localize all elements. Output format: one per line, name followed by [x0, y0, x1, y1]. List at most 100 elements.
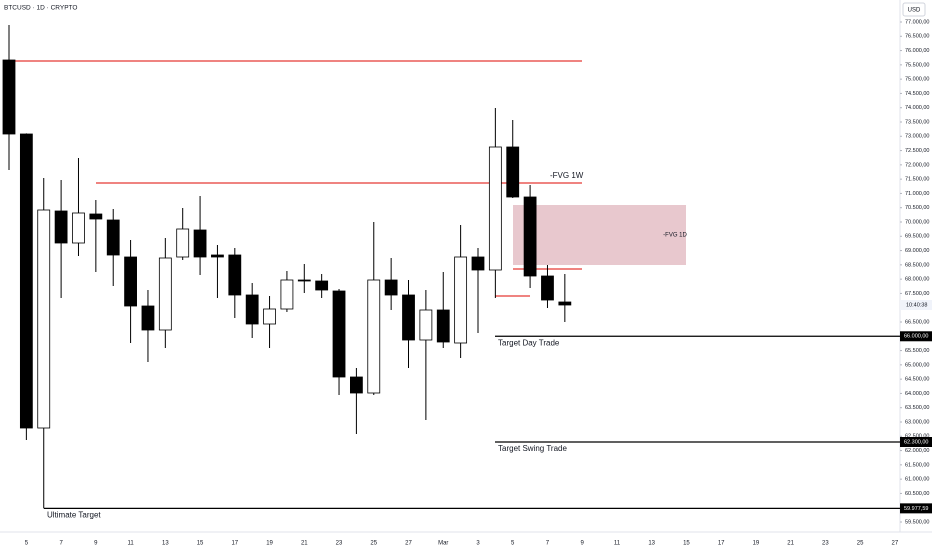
y-tick-label: 72.000,00	[905, 162, 929, 168]
price-tag-label: 59.977,59	[904, 506, 928, 512]
x-tick-label: 9	[581, 541, 585, 547]
y-tick-label: 68.500,00	[905, 262, 929, 268]
y-tick-label: 60.500,00	[905, 491, 929, 497]
x-tick-label: 25	[857, 541, 864, 547]
x-tick-label: 13	[648, 541, 655, 547]
candle-body	[384, 279, 398, 296]
fvg-zone	[513, 205, 686, 265]
x-tick-label: 27	[405, 541, 412, 547]
countdown-tag	[900, 300, 932, 310]
x-tick-label: 21	[301, 541, 308, 547]
candle-body	[454, 256, 468, 344]
x-tick-label: 27	[892, 541, 899, 547]
candle-body	[245, 294, 259, 325]
candle-body	[37, 209, 51, 429]
y-tick-label: 63.000,00	[905, 419, 929, 425]
candle-body	[402, 294, 415, 341]
x-tick-label: 5	[25, 541, 29, 547]
y-tick-label: 75.000,00	[905, 77, 929, 83]
price-tag-label: 66.000,00	[904, 334, 928, 340]
y-tick-label: 74.500,00	[905, 91, 929, 97]
candle-body	[124, 256, 137, 307]
x-tick-label: 7	[546, 541, 550, 547]
x-tick-label: 17	[231, 541, 238, 547]
y-tick-label: 73.500,00	[905, 119, 929, 125]
price-tag-label: 62.300,00	[904, 439, 928, 445]
x-tick-label: 11	[127, 541, 134, 547]
y-tick-label: 67.500,00	[905, 291, 929, 297]
x-tick-label: 23	[822, 541, 829, 547]
y-tick-label: 66.500,00	[905, 319, 929, 325]
candle-body	[158, 257, 172, 331]
x-tick-label: 7	[59, 541, 63, 547]
x-tick-label: Mar	[438, 541, 448, 547]
x-tick-label: 11	[614, 541, 621, 547]
level-label: -FVG 1W	[550, 171, 584, 180]
y-tick-label: 63.500,00	[905, 405, 929, 411]
x-tick-label: 5	[511, 541, 515, 547]
x-tick-label: 3	[476, 541, 480, 547]
chart-title: BTCUSD · 1D · CRYPTO	[4, 5, 77, 12]
candle-body	[228, 254, 242, 296]
candle-body	[280, 279, 294, 310]
x-tick-label: 15	[683, 541, 690, 547]
y-tick-label: 71.500,00	[905, 177, 929, 183]
candle-body	[2, 59, 16, 135]
y-tick-label: 64.500,00	[905, 377, 929, 383]
candle-body	[367, 279, 381, 394]
candle-body	[106, 219, 120, 256]
candle-body	[419, 309, 433, 341]
currency-box[interactable]	[902, 2, 926, 17]
candle-body	[436, 309, 450, 343]
x-tick-label: 19	[753, 541, 760, 547]
candle-body	[89, 213, 103, 220]
candle-body	[141, 305, 155, 331]
candle-body	[263, 308, 276, 325]
x-tick-label: 9	[94, 541, 98, 547]
candle-body	[54, 210, 68, 244]
x-tick-label: 15	[197, 541, 204, 547]
fvg-zone-label: -FVG 1D	[663, 233, 687, 239]
candle-body	[488, 146, 502, 271]
candle-body	[558, 301, 572, 306]
level-label: Target Day Trade	[498, 338, 560, 347]
x-tick-label: 13	[162, 541, 169, 547]
price-tag	[900, 503, 932, 514]
y-tick-label: 70.000,00	[905, 219, 929, 225]
y-tick-label: 77.000,00	[905, 19, 929, 25]
candle-body	[541, 275, 554, 301]
candle-body	[193, 229, 207, 258]
y-tick-label: 72.500,00	[905, 148, 929, 154]
candle-body	[332, 290, 346, 378]
x-tick-label: 21	[787, 541, 794, 547]
y-tick-label: 70.500,00	[905, 205, 929, 211]
y-tick-label: 65.500,00	[905, 348, 929, 354]
y-tick-label: 61.500,00	[905, 462, 929, 468]
price-tag	[900, 331, 932, 342]
y-tick-label: 59.500,00	[905, 519, 929, 525]
candle-body	[315, 280, 329, 291]
y-tick-label: 68.000,00	[905, 277, 929, 283]
y-tick-label: 62.000,00	[905, 448, 929, 454]
x-tick-label: 23	[336, 541, 343, 547]
candle-body	[19, 133, 33, 429]
x-tick-label: 19	[266, 541, 273, 547]
y-tick-label: 73.000,00	[905, 134, 929, 140]
candle-body	[176, 228, 190, 258]
y-tick-label: 69.500,00	[905, 234, 929, 240]
candle-body	[349, 376, 363, 394]
candle-body	[506, 146, 520, 198]
x-tick-label: 25	[370, 541, 377, 547]
candle-body	[72, 212, 85, 244]
candle-body	[523, 196, 537, 277]
x-tick-label: 17	[718, 541, 725, 547]
y-tick-label: 75.500,00	[905, 62, 929, 68]
y-tick-label: 76.500,00	[905, 34, 929, 40]
y-tick-label: 61.000,00	[905, 477, 929, 483]
y-tick-label: 74.000,00	[905, 105, 929, 111]
y-tick-label: 69.000,00	[905, 248, 929, 254]
candle-body	[471, 256, 485, 271]
y-tick-label: 71.000,00	[905, 191, 929, 197]
